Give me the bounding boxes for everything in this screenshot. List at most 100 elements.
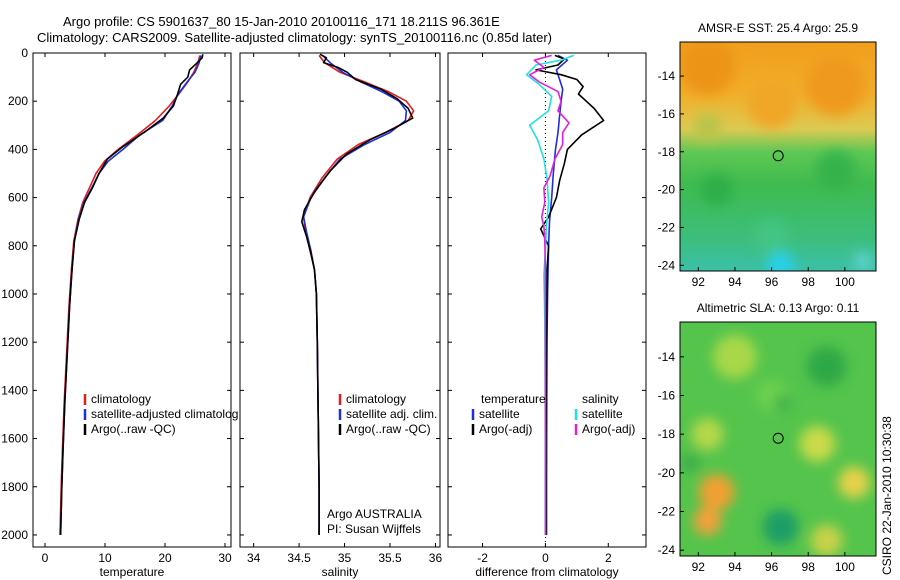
legend-satellite: satellite-adjusted climatolog: [91, 407, 238, 421]
map-y-tick-label: -18: [658, 145, 676, 159]
argo-position-marker: [772, 432, 784, 444]
sst-patch: [693, 113, 722, 142]
figure-title-line1: Argo profile: CS 5901637_80 15-Jan-2010 …: [63, 14, 500, 29]
sla-patch: [810, 524, 843, 556]
y-tick-label: 400: [8, 142, 28, 156]
sla-map: 92 94 96 98 100 -14 -16 -18 -20 -22 -24 Altimetric …: [658, 301, 877, 574]
annotation-pi-name: PI: Susan Wijffels: [327, 522, 421, 536]
map-y-tick-label: -20: [658, 183, 676, 197]
series-line-argoadj: [528, 54, 570, 535]
x-tick-label: 36: [429, 551, 443, 565]
legend-climatology: climatology: [91, 392, 151, 406]
sla-patch: [698, 474, 735, 511]
sst-patch: [853, 251, 874, 271]
y-tick-label: 200: [8, 94, 28, 108]
map-y-tick-label: -14: [658, 69, 676, 83]
map-y-tick-label: -20: [658, 466, 676, 480]
y-tick-label: 1200: [1, 335, 28, 349]
x-axis-label: difference from climatology: [475, 565, 618, 579]
legend-argo: Argo(..raw -QC): [91, 422, 176, 436]
map-x-tick-label: 98: [802, 275, 816, 289]
axes-box: [239, 52, 441, 548]
legend-temp-argo: Argo(-adj): [479, 422, 532, 436]
map-x-tick-label: 92: [692, 560, 706, 574]
sst-patch: [815, 150, 856, 191]
map-x-tick-label: 94: [728, 275, 742, 289]
x-tick-label: 35.5: [378, 551, 402, 565]
legend-temp-satellite: satellite: [479, 407, 520, 421]
y-tick-label: 1800: [1, 480, 28, 494]
sla-patches: [680, 334, 871, 556]
x-tick-label: 20: [158, 551, 172, 565]
legend-argo: Argo(..raw -QC): [346, 422, 431, 436]
y-tick-label: 2000: [1, 528, 28, 542]
sst-patch: [700, 173, 733, 206]
annotation-argo-australia: Argo AUSTRALIA: [327, 507, 422, 521]
x-tick-label: 2: [605, 551, 612, 565]
axes-box: [32, 52, 232, 548]
salinity-profile: 34 34.5 35 35.5 36 salinity climatologysatelli…: [239, 52, 443, 579]
legend-sal-argo: Argo(-adj): [582, 422, 635, 436]
sst-patch: [766, 251, 795, 271]
sla-patch: [762, 508, 799, 545]
sst-patch: [753, 218, 790, 255]
sla-patch: [693, 507, 722, 536]
sla-patch: [806, 346, 847, 387]
y-tick-label: 1400: [1, 383, 28, 397]
x-tick-label: 0: [42, 551, 49, 565]
sst-patch: [680, 42, 736, 95]
legend-temperature-header: temperature: [481, 392, 546, 406]
series-line-argorawqc: [301, 53, 414, 535]
x-tick-label: -2: [477, 551, 488, 565]
side-credit-label: CSIRO 22-Jan-2010 10:30:38: [880, 416, 894, 575]
sla-patch: [799, 425, 836, 462]
series-line-argoadj: [535, 54, 605, 535]
y-tick-label: 800: [8, 239, 28, 253]
map-y-tick-label: -18: [658, 427, 676, 441]
x-tick-label: 30: [218, 551, 232, 565]
map-x-tick-label: 92: [692, 275, 706, 289]
y-tick-label: 1600: [1, 432, 28, 446]
map-y-tick-label: -16: [658, 388, 676, 402]
map-y-tick-label: -14: [658, 350, 676, 364]
sst-patch: [805, 55, 866, 116]
legend-satellite: satellite adj. clim.: [346, 407, 437, 421]
sla-field: [680, 322, 876, 556]
sla-patch: [712, 334, 757, 379]
x-tick-label: 35: [338, 551, 352, 565]
figure-title-line2: Climatology: CARS2009. Satellite-adjuste…: [37, 30, 552, 45]
map-title: AMSR-E SST: 25.4 Argo: 25.9: [698, 21, 858, 35]
sla-patch: [680, 453, 701, 474]
map-x-tick-label: 98: [802, 560, 816, 574]
temperature-profile: 0 10 20 30 0 200 400 600 800 1000 1200 1400 1600 1800…: [1, 46, 238, 579]
map-x-tick-label: 94: [728, 560, 742, 574]
legend-sal-satellite: satellite: [582, 407, 623, 421]
legend-salinity-header: salinity: [582, 392, 619, 406]
map-x-tick-label: 96: [765, 275, 779, 289]
map-y-tick-label: -22: [658, 505, 676, 519]
y-tick-label: 1000: [1, 287, 28, 301]
map-y-tick-label: -16: [658, 107, 676, 121]
sst-patches: [680, 42, 874, 271]
map-y-tick-label: -24: [658, 543, 676, 557]
sst-map: 92 94 96 98 100 -14 -16 -18 -20 -22 -24 AMSR-E SST:…: [658, 21, 877, 289]
x-axis-label: salinity: [322, 565, 359, 579]
x-axis-label: temperature: [100, 565, 165, 579]
sst-patch: [747, 80, 796, 129]
y-tick-label: 600: [8, 191, 28, 205]
map-y-tick-label: -22: [658, 220, 676, 234]
map-x-tick-label: 96: [765, 560, 779, 574]
sla-patch: [838, 466, 871, 499]
series-line-argorawqc: [59, 54, 204, 536]
sla-patch: [774, 395, 791, 412]
x-tick-label: 34: [247, 551, 261, 565]
map-x-tick-label: 100: [835, 275, 855, 289]
map-frame: [679, 321, 877, 557]
x-tick-label: 10: [98, 551, 112, 565]
map-title: Altimetric SLA: 0.13 Argo: 0.11: [697, 301, 860, 315]
x-tick-label: 34.5: [287, 551, 311, 565]
legend-climatology: climatology: [346, 392, 406, 406]
sla-patch: [691, 418, 724, 451]
